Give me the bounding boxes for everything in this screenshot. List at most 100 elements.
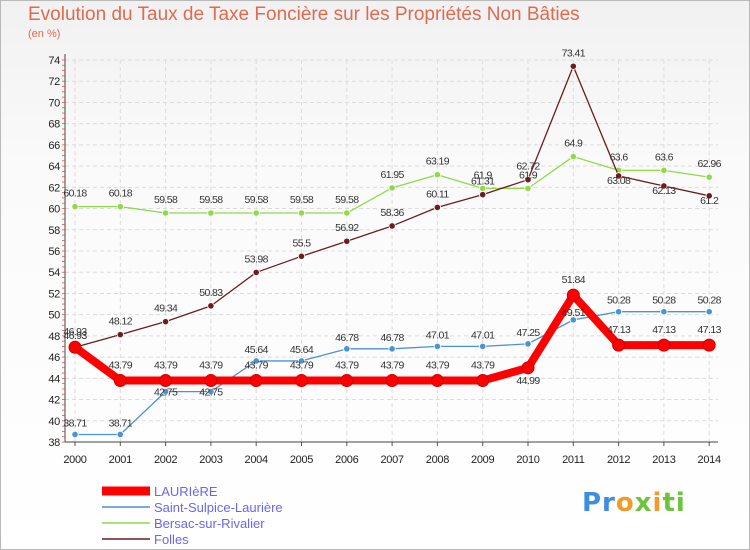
data-label: 60.11 <box>426 188 449 200</box>
y-tick-label: 66 <box>48 140 60 152</box>
y-tick-label: 48 <box>48 331 60 343</box>
y-tick-label: 74 <box>48 55 60 67</box>
data-label: 61.31 <box>471 176 495 188</box>
data-point <box>705 308 713 316</box>
data-label: 43.79 <box>471 360 495 372</box>
data-point <box>388 222 396 230</box>
y-tick-label: 60 <box>48 204 60 216</box>
data-point <box>295 374 308 388</box>
data-label: 49.51 <box>562 307 586 319</box>
x-tick-label: 2011 <box>562 454 585 466</box>
data-point <box>660 308 668 316</box>
y-tick-label: 70 <box>48 97 60 109</box>
data-label: 44.99 <box>516 375 540 387</box>
data-label: 43.79 <box>335 360 359 372</box>
data-label: 56.92 <box>335 222 359 234</box>
data-label: 47.13 <box>652 324 676 336</box>
data-point <box>433 203 441 211</box>
data-label: 59.58 <box>154 194 178 206</box>
data-point <box>249 374 263 388</box>
data-point <box>521 361 535 375</box>
data-label: 61.95 <box>380 169 404 181</box>
data-point <box>207 302 215 310</box>
x-tick-label: 2000 <box>63 454 86 466</box>
data-label: 47.25 <box>516 327 540 339</box>
data-point <box>343 345 351 353</box>
data-label: 61.9 <box>474 169 493 181</box>
y-tick-label: 50 <box>48 310 60 322</box>
data-label: 45.64 <box>245 344 269 356</box>
y-tick-label: 72 <box>48 76 60 88</box>
data-point <box>660 166 668 174</box>
data-label: 43.79 <box>380 360 404 372</box>
data-point <box>162 209 170 217</box>
data-point <box>524 176 532 184</box>
data-point <box>113 374 127 388</box>
data-point <box>297 252 306 260</box>
data-point <box>612 338 626 352</box>
data-label: 46.78 <box>335 332 359 344</box>
data-label: 47.13 <box>607 324 631 336</box>
y-tick-label: 54 <box>48 267 60 279</box>
data-point <box>71 430 79 439</box>
data-point <box>68 340 82 354</box>
data-label: 49.34 <box>154 303 178 315</box>
data-label: 47.01 <box>471 329 495 341</box>
y-tick-label: 38 <box>48 437 60 449</box>
data-label: 63.19 <box>426 156 450 168</box>
data-point <box>116 331 124 339</box>
x-tick-label: 2004 <box>245 454 268 466</box>
data-point <box>614 308 623 316</box>
data-label: 58.36 <box>380 207 404 219</box>
data-point <box>204 374 218 388</box>
data-point <box>705 173 713 181</box>
proxiti-logo: Proxiti <box>582 488 686 518</box>
data-point <box>162 387 170 396</box>
legend: LAURIèRESaint-Sulpice-LaurièreBersac-sur… <box>102 484 283 547</box>
x-tick-label: 2009 <box>471 454 494 466</box>
data-label: 42.75 <box>199 387 223 399</box>
y-tick-label: 68 <box>48 119 60 131</box>
data-point <box>297 357 306 365</box>
data-label: 46.93 <box>63 326 87 338</box>
x-tick-label: 2006 <box>335 454 358 466</box>
data-point <box>657 338 671 352</box>
data-point <box>343 209 351 217</box>
x-tick-label: 2014 <box>698 454 721 466</box>
data-label: 48.12 <box>109 316 133 328</box>
y-tick-label: 56 <box>48 246 60 258</box>
data-point <box>702 338 716 352</box>
y-tick-label: 58 <box>48 225 60 237</box>
x-tick-label: 2001 <box>109 454 132 466</box>
y-tick-label: 62 <box>48 182 60 194</box>
data-point <box>252 357 260 365</box>
data-label: 60.18 <box>63 188 87 200</box>
data-label: 63.6 <box>610 151 629 163</box>
data-point <box>660 182 668 190</box>
data-point <box>207 387 215 396</box>
data-label: 59.58 <box>199 194 223 206</box>
data-label: 43.79 <box>426 360 450 372</box>
data-label: 43.79 <box>290 360 314 372</box>
x-tick-label: 2013 <box>652 454 675 466</box>
data-point <box>207 209 215 217</box>
data-label: 43.79 <box>109 360 133 372</box>
data-point <box>479 342 487 350</box>
data-label: 59.58 <box>290 194 314 206</box>
data-label: 43.79 <box>199 360 223 372</box>
data-point <box>297 209 306 217</box>
data-label: 62.96 <box>698 158 722 170</box>
data-label: 43.79 <box>245 360 269 372</box>
data-point <box>566 288 580 302</box>
y-tick-label: 42 <box>48 395 60 407</box>
y-tick-label: 40 <box>48 416 60 428</box>
data-label: 50.83 <box>199 287 223 299</box>
data-label: 53.98 <box>245 253 269 265</box>
data-label: 59.58 <box>335 194 359 206</box>
x-tick-label: 2008 <box>426 454 449 466</box>
data-label: 73.41 <box>562 47 586 59</box>
data-point <box>159 374 173 388</box>
data-label: 60.18 <box>109 188 133 200</box>
data-point <box>430 374 444 388</box>
